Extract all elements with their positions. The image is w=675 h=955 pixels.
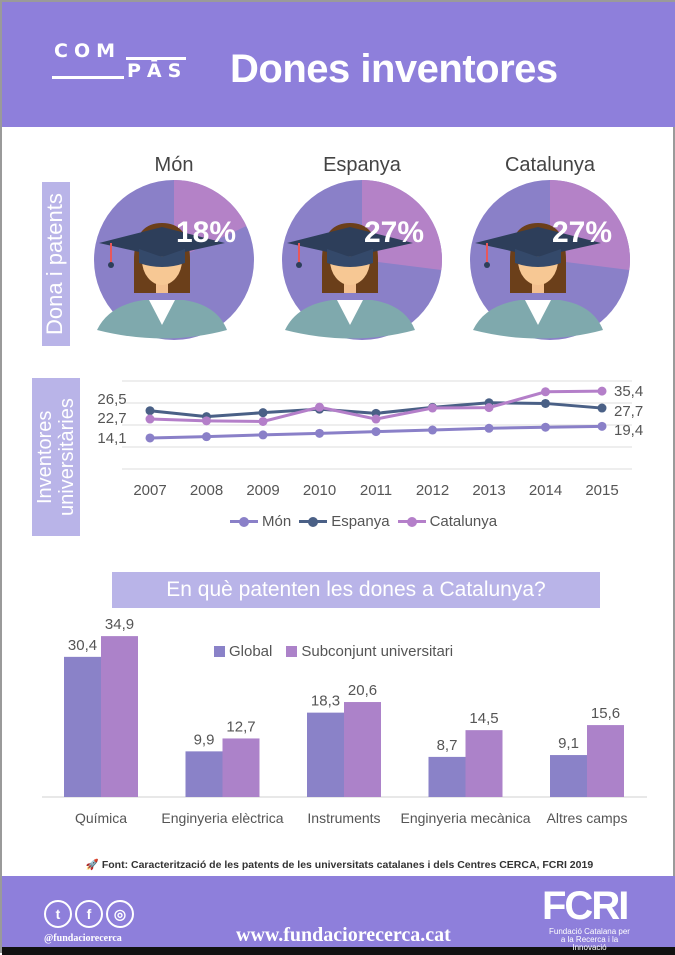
data-label-end: 35,4 bbox=[614, 383, 643, 400]
data-label-start: 26,5 bbox=[97, 391, 126, 408]
data-label-end: 19,4 bbox=[614, 422, 643, 439]
compas-logo: COM PĀS bbox=[52, 40, 172, 90]
data-point bbox=[428, 426, 437, 435]
section-label-dona-patents: Dona i patents bbox=[42, 182, 70, 346]
logo-bottom: PĀS bbox=[127, 60, 187, 82]
legend-label: Catalunya bbox=[430, 513, 498, 530]
social-links: t f ◎ bbox=[44, 900, 134, 928]
bar-global bbox=[550, 755, 587, 797]
bar-subconjunt bbox=[466, 730, 503, 797]
bar-value-label: 20,6 bbox=[348, 682, 377, 699]
bar-value-label: 15,6 bbox=[591, 705, 620, 722]
data-point bbox=[541, 423, 550, 432]
pie-chart bbox=[89, 175, 259, 345]
line-legend: Món Espanya Catalunya bbox=[230, 513, 497, 530]
category-label: Enginyeria mecànica bbox=[401, 810, 531, 826]
pie-title: Catalunya bbox=[470, 154, 630, 177]
bar-subconjunt bbox=[101, 636, 138, 797]
bar-subconjunt bbox=[344, 702, 381, 797]
data-point bbox=[202, 432, 211, 441]
bar-value-label: 30,4 bbox=[68, 637, 97, 654]
pie-title: Món bbox=[94, 154, 254, 177]
x-tick-label: 2013 bbox=[472, 482, 505, 499]
data-point bbox=[146, 433, 155, 442]
twitter-icon[interactable]: t bbox=[44, 900, 72, 928]
social-handle[interactable]: @fundaciorecerca bbox=[44, 933, 122, 944]
x-tick-label: 2012 bbox=[416, 482, 449, 499]
bar-subconjunt bbox=[587, 725, 624, 797]
data-point bbox=[598, 404, 607, 413]
bar-global bbox=[307, 713, 344, 797]
data-point bbox=[315, 403, 324, 412]
page-title: Dones inventores bbox=[230, 47, 558, 92]
category-label: Química bbox=[75, 810, 127, 826]
pie-percentage: 18% bbox=[176, 216, 236, 250]
data-point bbox=[485, 403, 494, 412]
fcri-logo-subtitle: Fundació Catalana per a la Recerca i la … bbox=[547, 928, 632, 952]
bar-value-label: 9,9 bbox=[194, 731, 215, 748]
data-point bbox=[372, 427, 381, 436]
legend-mon: Món bbox=[230, 513, 291, 530]
bar-value-label: 8,7 bbox=[437, 737, 458, 754]
data-label-end: 27,7 bbox=[614, 403, 643, 420]
legend-label: Espanya bbox=[331, 513, 389, 530]
data-point bbox=[541, 387, 550, 396]
legend-catalunya: Catalunya bbox=[398, 513, 498, 530]
pie-chart bbox=[277, 175, 447, 345]
pie-percentage: 27% bbox=[552, 216, 612, 250]
data-point bbox=[428, 404, 437, 413]
bar-chart: 30,4 34,9 Química 9,9 12,7 Enginyeria elèctri… bbox=[2, 602, 675, 842]
pie-chart bbox=[465, 175, 635, 345]
data-label-start: 14,1 bbox=[97, 430, 126, 447]
data-point bbox=[598, 387, 607, 396]
x-tick-label: 2010 bbox=[303, 482, 336, 499]
footer: t f ◎ @fundaciorecerca www.fundaciorecer… bbox=[2, 876, 675, 955]
bar-value-label: 14,5 bbox=[469, 710, 498, 727]
x-tick-label: 2015 bbox=[585, 482, 618, 499]
fcri-logo: FCRI bbox=[542, 886, 627, 926]
data-point bbox=[315, 429, 324, 438]
data-point bbox=[146, 415, 155, 424]
bar-global bbox=[429, 757, 466, 797]
header: COM PĀS Dones inventores bbox=[2, 2, 675, 127]
bar-value-label: 9,1 bbox=[558, 735, 579, 752]
source-note: 🚀 Font: Caracterització de les patents d… bbox=[2, 858, 675, 871]
category-label: Altres camps bbox=[547, 810, 628, 826]
data-point bbox=[372, 415, 381, 424]
data-point bbox=[146, 406, 155, 415]
bar-global bbox=[186, 751, 223, 797]
legend-label: Món bbox=[262, 513, 291, 530]
x-tick-label: 2009 bbox=[246, 482, 279, 499]
data-point bbox=[259, 430, 268, 439]
data-label-start: 22,7 bbox=[97, 410, 126, 427]
bar-value-label: 34,9 bbox=[105, 616, 134, 633]
website-link[interactable]: www.fundaciorecerca.cat bbox=[236, 924, 451, 947]
bar-global bbox=[64, 657, 101, 797]
pie-title: Espanya bbox=[282, 154, 442, 177]
bar-value-label: 18,3 bbox=[311, 693, 340, 710]
facebook-icon[interactable]: f bbox=[75, 900, 103, 928]
legend-espanya: Espanya bbox=[299, 513, 389, 530]
instagram-icon[interactable]: ◎ bbox=[106, 900, 134, 928]
line-chart: 2007 2008 2009 2010 2011 2012 2013 2014 2015 14,1… bbox=[2, 362, 675, 512]
data-point bbox=[259, 417, 268, 426]
category-label: Instruments bbox=[307, 810, 380, 826]
x-tick-label: 2007 bbox=[133, 482, 166, 499]
x-tick-label: 2008 bbox=[190, 482, 223, 499]
data-point bbox=[202, 416, 211, 425]
source-text: Font: Caracterització de les patents de … bbox=[102, 859, 593, 871]
data-point bbox=[598, 422, 607, 431]
category-label: Enginyeria elèctrica bbox=[161, 810, 283, 826]
data-point bbox=[259, 408, 268, 417]
x-tick-label: 2011 bbox=[360, 482, 392, 499]
x-tick-label: 2014 bbox=[529, 482, 562, 499]
bar-value-label: 12,7 bbox=[226, 718, 255, 735]
logo-top: COM bbox=[54, 40, 121, 62]
data-point bbox=[541, 399, 550, 408]
pie-percentage: 27% bbox=[364, 216, 424, 250]
bar-subconjunt bbox=[223, 738, 260, 797]
data-point bbox=[485, 424, 494, 433]
